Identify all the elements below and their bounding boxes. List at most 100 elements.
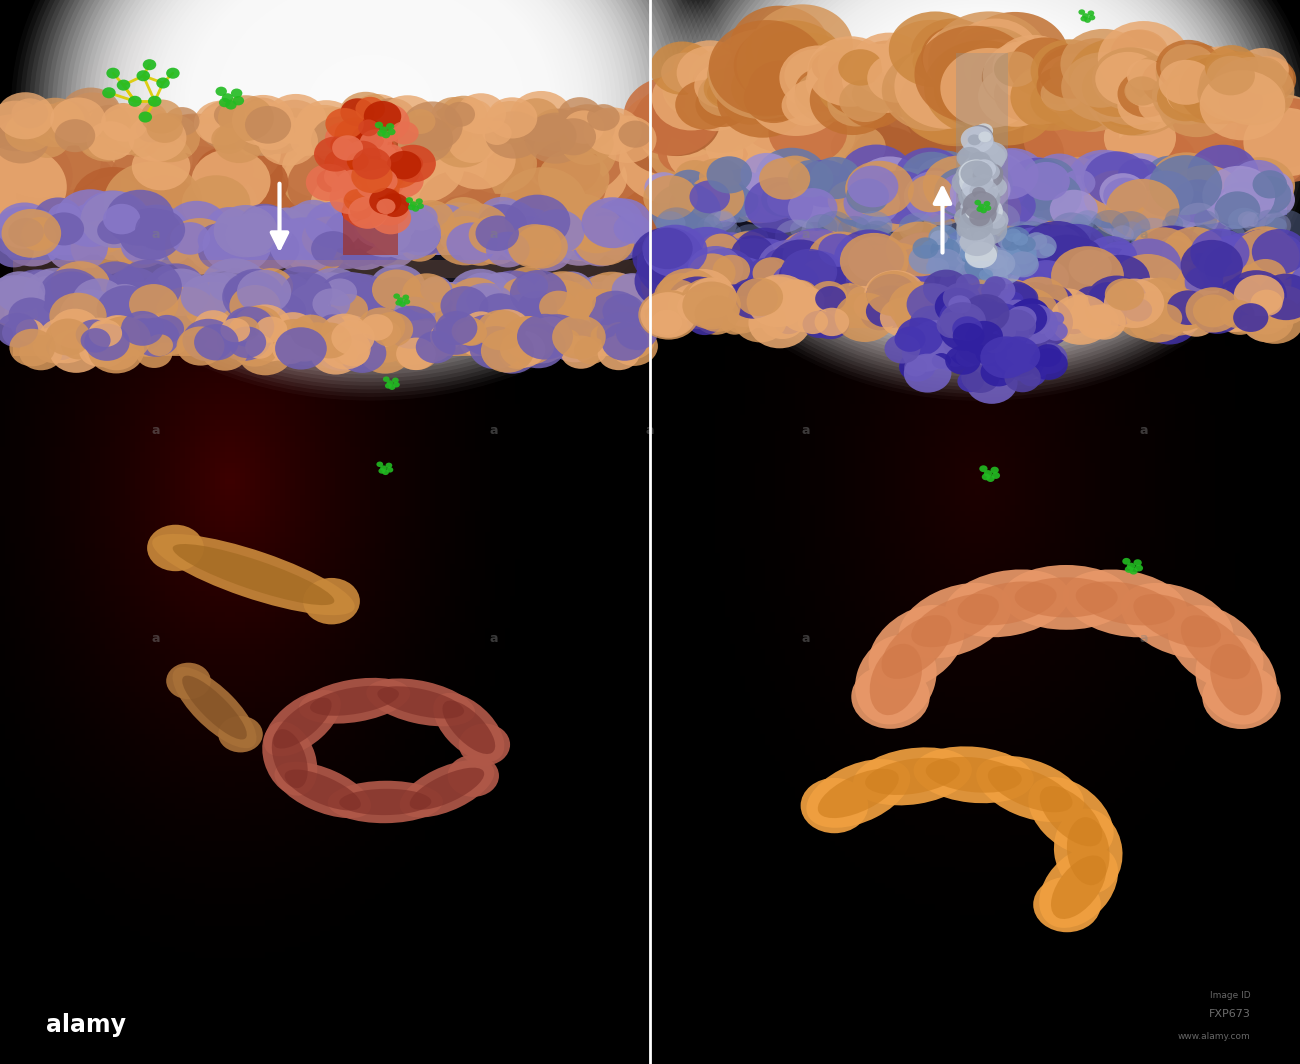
Circle shape (282, 218, 324, 252)
Circle shape (1122, 221, 1141, 237)
Circle shape (1023, 162, 1070, 201)
Circle shape (984, 470, 992, 477)
Circle shape (1192, 293, 1243, 334)
Circle shape (55, 148, 166, 239)
Circle shape (441, 286, 489, 326)
Circle shape (1008, 318, 1035, 340)
Circle shape (952, 103, 1011, 152)
Circle shape (311, 333, 361, 375)
Circle shape (403, 299, 411, 304)
Circle shape (694, 296, 740, 332)
Text: a: a (490, 228, 498, 240)
Circle shape (1031, 94, 1118, 165)
Circle shape (771, 264, 819, 302)
Circle shape (983, 323, 1008, 343)
Circle shape (1238, 212, 1258, 228)
Circle shape (728, 92, 793, 146)
Ellipse shape (1050, 855, 1106, 919)
Circle shape (53, 286, 110, 333)
Circle shape (480, 272, 523, 307)
Circle shape (984, 143, 998, 154)
Circle shape (1008, 39, 1076, 97)
Circle shape (835, 132, 907, 192)
Circle shape (900, 92, 1005, 178)
Circle shape (686, 278, 737, 318)
Circle shape (286, 140, 391, 227)
Circle shape (454, 99, 493, 132)
Circle shape (0, 166, 69, 231)
Ellipse shape (945, 569, 1070, 637)
Circle shape (792, 230, 857, 284)
Circle shape (770, 0, 1193, 300)
Circle shape (786, 111, 870, 179)
Circle shape (956, 151, 1030, 212)
Circle shape (421, 204, 471, 245)
Circle shape (1213, 79, 1254, 113)
Circle shape (240, 151, 298, 199)
Circle shape (313, 215, 374, 264)
Circle shape (0, 128, 105, 213)
Circle shape (894, 44, 998, 129)
Circle shape (805, 251, 853, 290)
Circle shape (1013, 239, 1048, 267)
Circle shape (469, 326, 523, 369)
Circle shape (770, 239, 832, 290)
Circle shape (715, 123, 789, 184)
Circle shape (983, 41, 1066, 110)
Ellipse shape (855, 634, 936, 725)
Circle shape (708, 20, 826, 116)
Circle shape (246, 167, 330, 236)
Circle shape (751, 94, 827, 155)
Circle shape (90, 104, 130, 138)
Circle shape (374, 205, 441, 261)
Circle shape (329, 273, 383, 317)
Circle shape (147, 334, 173, 356)
Circle shape (0, 202, 53, 249)
Circle shape (1044, 321, 1067, 340)
Circle shape (892, 86, 924, 113)
Circle shape (855, 135, 907, 179)
Circle shape (1153, 94, 1216, 145)
Circle shape (909, 245, 945, 275)
Circle shape (949, 298, 997, 337)
Circle shape (456, 320, 488, 346)
Circle shape (1219, 162, 1282, 213)
Circle shape (1000, 227, 1031, 252)
Circle shape (1158, 60, 1214, 105)
Circle shape (592, 280, 628, 311)
Circle shape (777, 231, 844, 284)
Circle shape (183, 276, 238, 320)
Circle shape (342, 201, 367, 221)
Circle shape (346, 114, 378, 142)
Circle shape (786, 0, 1175, 286)
Circle shape (88, 221, 130, 255)
Circle shape (698, 234, 738, 266)
Circle shape (166, 68, 179, 79)
Circle shape (334, 117, 377, 152)
Circle shape (549, 318, 602, 363)
Circle shape (276, 204, 338, 255)
Circle shape (1048, 312, 1065, 326)
Circle shape (992, 267, 1006, 278)
Circle shape (812, 182, 878, 234)
Circle shape (811, 309, 849, 339)
Circle shape (650, 144, 699, 184)
Circle shape (318, 272, 381, 323)
Circle shape (1157, 73, 1216, 121)
Circle shape (797, 172, 850, 217)
Circle shape (355, 115, 403, 155)
Circle shape (320, 133, 376, 179)
Circle shape (867, 128, 920, 171)
Circle shape (159, 114, 273, 207)
Circle shape (246, 227, 299, 270)
Circle shape (935, 248, 968, 276)
Circle shape (880, 45, 1083, 211)
Circle shape (384, 377, 390, 382)
Circle shape (65, 0, 676, 355)
Ellipse shape (182, 676, 247, 739)
Circle shape (764, 105, 835, 164)
Circle shape (332, 320, 374, 355)
Circle shape (575, 337, 607, 364)
Circle shape (1000, 351, 1036, 380)
Circle shape (942, 245, 998, 290)
